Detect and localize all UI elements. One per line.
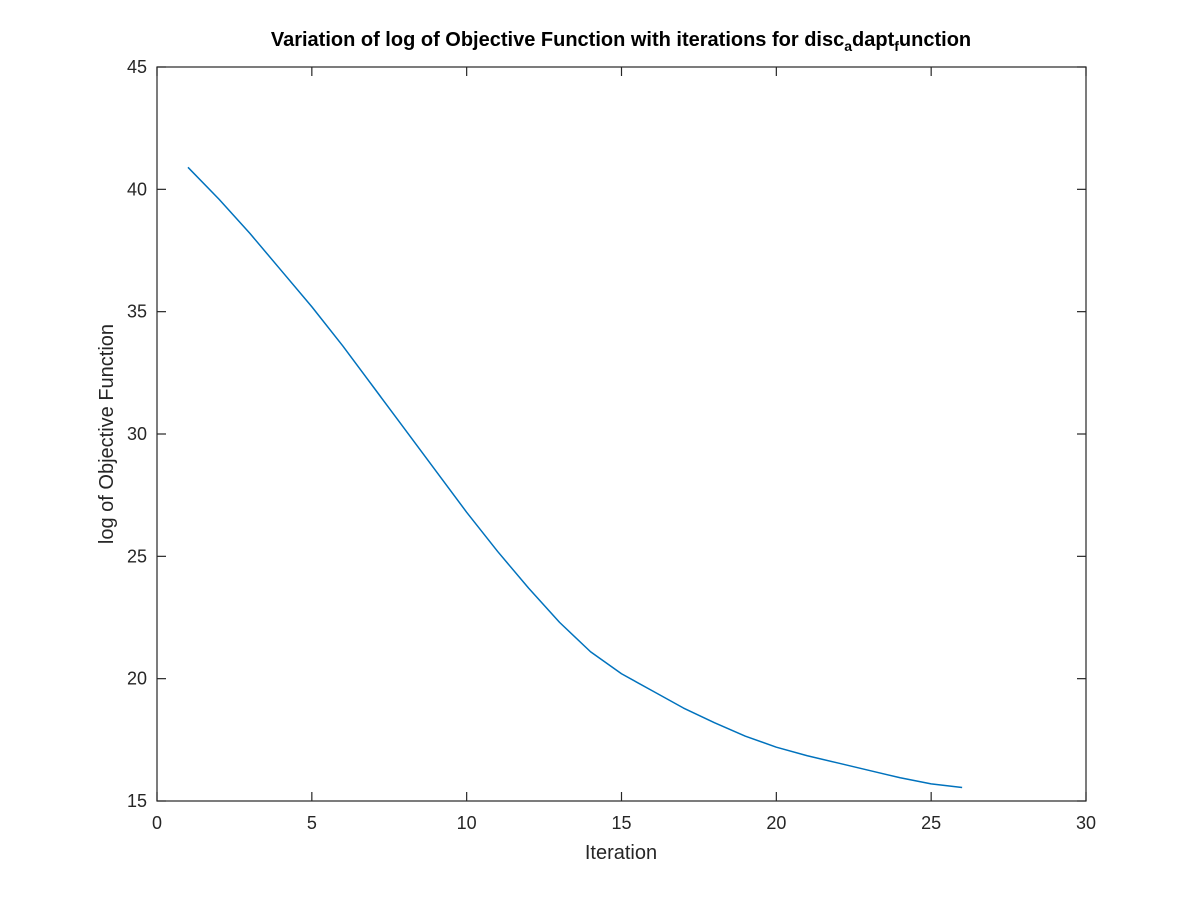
y-tick-label: 15 xyxy=(127,791,147,811)
chart-title-segment: dapt xyxy=(852,29,895,51)
y-axis-label: log of Objective Function xyxy=(96,324,118,544)
x-tick-label: 10 xyxy=(457,813,477,833)
y-tick-label: 30 xyxy=(127,424,147,444)
x-tick-label: 25 xyxy=(921,813,941,833)
x-tick-label: 5 xyxy=(307,813,317,833)
axes-box xyxy=(156,66,1087,802)
y-tick-label: 35 xyxy=(127,302,147,322)
chart-title-subscript: a xyxy=(844,38,852,54)
chart-title-segment: Variation of log of Objective Function w… xyxy=(271,29,844,51)
series-line xyxy=(187,166,963,789)
series-group xyxy=(187,166,963,789)
chart-title: Variation of log of Objective Function w… xyxy=(271,29,971,54)
y-tick-label: 20 xyxy=(127,669,147,689)
y-tick-label: 25 xyxy=(127,546,147,566)
x-tick-label: 30 xyxy=(1076,813,1096,833)
plot-area xyxy=(157,67,1086,801)
x-tick-labels: 0 5 10 15 20 25 30 xyxy=(152,813,1096,833)
chart-title-subscript: f xyxy=(894,38,899,54)
y-tick-labels: 15 20 25 30 35 40 45 xyxy=(127,57,147,811)
x-tick-label: 15 xyxy=(611,813,631,833)
x-tick-label: 20 xyxy=(766,813,786,833)
y-tick-label: 40 xyxy=(127,179,147,199)
x-tick-label: 0 xyxy=(152,813,162,833)
chart-title-segment: unction xyxy=(899,29,971,51)
y-tick-label: 45 xyxy=(127,57,147,77)
x-axis-label: Iteration xyxy=(585,842,657,864)
